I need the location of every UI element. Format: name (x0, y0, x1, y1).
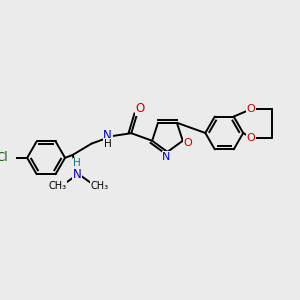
Text: N: N (103, 129, 112, 142)
Text: O: O (246, 133, 255, 143)
Text: CH₃: CH₃ (90, 181, 108, 191)
Text: N: N (162, 152, 171, 162)
Text: H: H (74, 158, 81, 169)
Text: Cl: Cl (0, 151, 8, 164)
Text: CH₃: CH₃ (48, 181, 67, 191)
Text: N: N (73, 168, 82, 182)
Text: H: H (104, 139, 112, 148)
Text: O: O (183, 138, 192, 148)
Text: O: O (246, 104, 255, 114)
Text: O: O (135, 102, 145, 115)
